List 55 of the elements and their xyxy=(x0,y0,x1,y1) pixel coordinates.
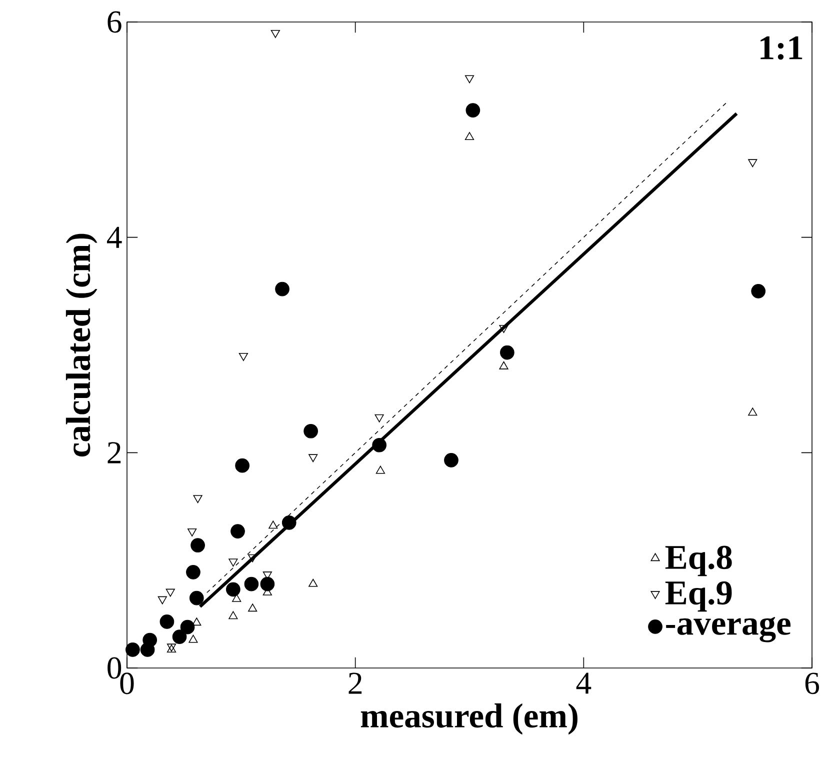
point xyxy=(232,594,242,602)
point xyxy=(140,642,155,657)
y-tick-label: 0 xyxy=(108,657,122,679)
point xyxy=(126,642,140,657)
x-tick-label: 2 xyxy=(348,672,362,694)
point xyxy=(748,159,758,168)
point xyxy=(192,618,202,626)
legend-label: -average xyxy=(666,616,791,642)
legend-label: Eq.8 xyxy=(665,546,732,576)
point xyxy=(188,528,197,536)
point xyxy=(188,634,198,643)
point xyxy=(308,454,318,462)
x-axis-title: measured (em) xyxy=(360,703,578,735)
point xyxy=(228,558,238,567)
point xyxy=(751,284,766,298)
point xyxy=(466,103,480,118)
point xyxy=(248,604,258,612)
y-tick-label: 4 xyxy=(106,226,122,248)
x-tick-label: 4 xyxy=(576,672,592,694)
legend-label: Eq.9 xyxy=(665,581,732,612)
point xyxy=(500,345,514,360)
point xyxy=(186,565,200,580)
x-tick-label: 6 xyxy=(805,672,820,694)
point xyxy=(228,611,238,620)
point xyxy=(748,408,758,416)
point xyxy=(190,538,205,552)
y-tick-label: 2 xyxy=(108,442,121,464)
point xyxy=(444,453,458,468)
point xyxy=(189,590,204,606)
y-axis-title: calculated (cm) xyxy=(66,234,98,456)
point xyxy=(238,352,248,361)
point xyxy=(282,515,296,530)
point xyxy=(275,282,290,296)
point xyxy=(158,596,167,604)
point xyxy=(166,588,175,597)
point xyxy=(374,414,384,422)
point xyxy=(235,458,250,473)
point xyxy=(180,620,195,634)
point xyxy=(499,324,508,333)
point xyxy=(376,466,385,474)
point xyxy=(304,424,318,438)
y-tick-label: 6 xyxy=(108,11,122,33)
point xyxy=(270,30,280,38)
point xyxy=(308,578,318,587)
point xyxy=(268,520,278,529)
point xyxy=(260,576,275,592)
point xyxy=(193,495,202,504)
point xyxy=(226,582,240,597)
point xyxy=(464,75,474,84)
point xyxy=(160,614,174,629)
point xyxy=(172,630,187,644)
annotation: 1:1 xyxy=(760,36,802,60)
point xyxy=(372,438,386,452)
point xyxy=(230,524,245,538)
point xyxy=(244,576,259,592)
